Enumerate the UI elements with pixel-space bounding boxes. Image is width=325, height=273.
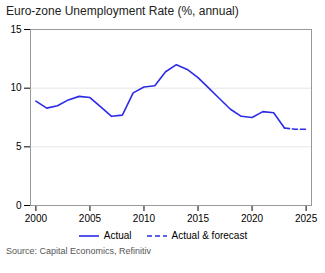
html-text:Actual & forecast: Actual & forecast bbox=[171, 230, 248, 241]
svg-text:2025: 2025 bbox=[295, 213, 318, 224]
svg-text:15: 15 bbox=[10, 24, 22, 35]
svg-text:2015: 2015 bbox=[187, 213, 210, 224]
svg-text:10: 10 bbox=[10, 82, 22, 93]
html-text:Source: Capital Economics, Ref: Source: Capital Economics, Refinitiv bbox=[6, 246, 152, 256]
svg-text:2010: 2010 bbox=[133, 213, 156, 224]
html-text:Actual: Actual bbox=[103, 230, 132, 241]
svg-text:5: 5 bbox=[16, 141, 22, 152]
svg-text:2005: 2005 bbox=[79, 213, 102, 224]
html-text:Euro-zone Unemployment Rate (%: Euro-zone Unemployment Rate (%, annual) bbox=[6, 4, 239, 18]
svg-text:2020: 2020 bbox=[241, 213, 264, 224]
svg-text:2000: 2000 bbox=[25, 213, 48, 224]
svg-text:0: 0 bbox=[16, 200, 22, 211]
